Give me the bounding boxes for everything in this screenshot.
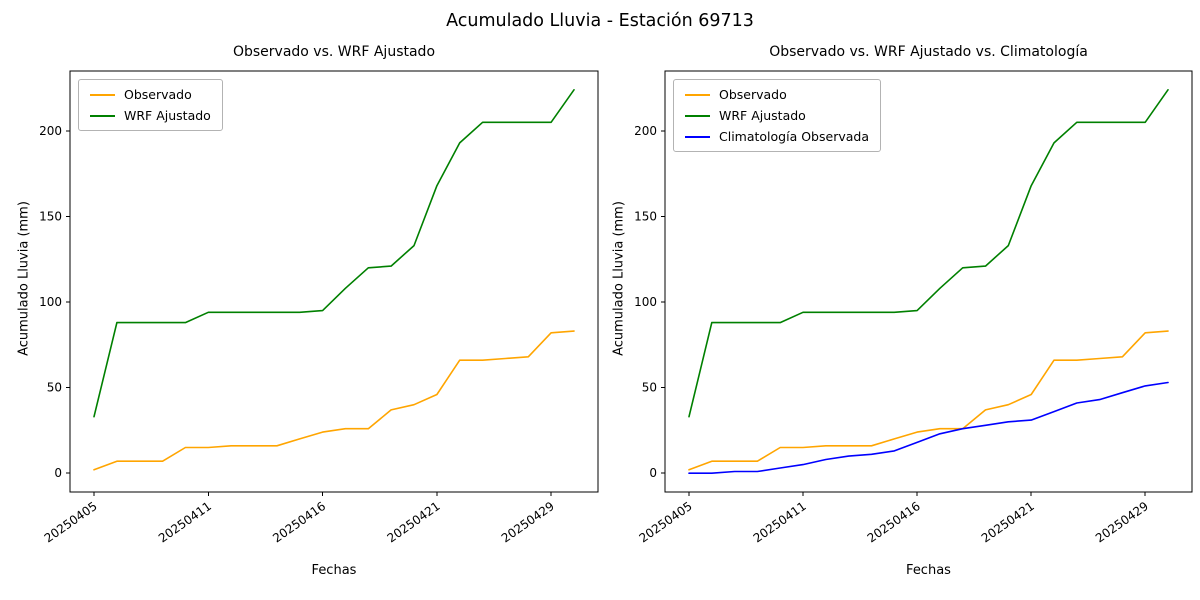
x-tick-label: 20250405	[637, 499, 695, 546]
legend-entry-observado: Observado	[90, 87, 211, 102]
y-tick-label: 0	[649, 466, 657, 480]
x-tick-label: 20250411	[751, 499, 809, 546]
legend-label: Observado	[719, 87, 787, 102]
legend-entry-wrf-ajustado: WRF Ajustado	[685, 108, 869, 123]
left-y-axis-label: Acumulado Lluvia (mm)	[16, 201, 32, 356]
y-tick-label: 200	[634, 124, 657, 138]
legend-entry-climatolog-a-observada: Climatología Observada	[685, 129, 869, 144]
legend-label: WRF Ajustado	[124, 108, 211, 123]
series-line-observado	[688, 330, 1169, 471]
legend-label: WRF Ajustado	[719, 108, 806, 123]
series-line-wrf-ajustado	[688, 89, 1169, 418]
right-x-axis-label: Fechas	[906, 563, 951, 578]
right-legend: Observado WRF Ajustado Climatología Observ…	[673, 79, 881, 152]
figure-title: Acumulado Lluvia - Estación 69713	[446, 11, 754, 31]
right-subplot-title: Observado vs. WRF Ajustado vs. Climatolo…	[769, 44, 1088, 60]
axes-frame	[69, 70, 599, 493]
x-tick-label: 20250416	[865, 499, 923, 546]
y-tick-label: 200	[39, 124, 62, 138]
right-y-axis-label: Acumulado Lluvia (mm)	[611, 201, 627, 356]
legend-label: Observado	[124, 87, 192, 102]
x-tick-label: 20250421	[979, 499, 1037, 546]
axes-frame	[664, 70, 1193, 493]
y-tick-label: 50	[47, 381, 62, 395]
y-tick-label: 150	[634, 209, 657, 223]
x-tick-label: 20250429	[1093, 499, 1151, 546]
legend-label: Climatología Observada	[719, 129, 869, 144]
legend-entry-observado: Observado	[685, 87, 869, 102]
series-line-climatolog-a-observada	[688, 381, 1169, 475]
legend-line-sample	[90, 93, 115, 96]
y-tick-label: 150	[39, 209, 62, 223]
left-legend: Observado WRF Ajustado	[78, 79, 223, 131]
series-line-observado	[93, 330, 575, 471]
legend-line-sample	[685, 114, 710, 117]
y-tick-label: 100	[39, 295, 62, 309]
legend-line-sample	[90, 114, 115, 117]
left-subplot-title: Observado vs. WRF Ajustado	[232, 44, 436, 60]
series-line-wrf-ajustado	[93, 89, 575, 418]
left-x-axis-label: Fechas	[311, 563, 357, 578]
legend-line-sample	[685, 135, 710, 138]
legend-entry-wrf-ajustado: WRF Ajustado	[90, 108, 211, 123]
legend-line-sample	[685, 93, 710, 96]
y-tick-label: 50	[642, 381, 657, 395]
y-tick-label: 0	[54, 466, 62, 480]
y-tick-label: 100	[634, 295, 657, 309]
